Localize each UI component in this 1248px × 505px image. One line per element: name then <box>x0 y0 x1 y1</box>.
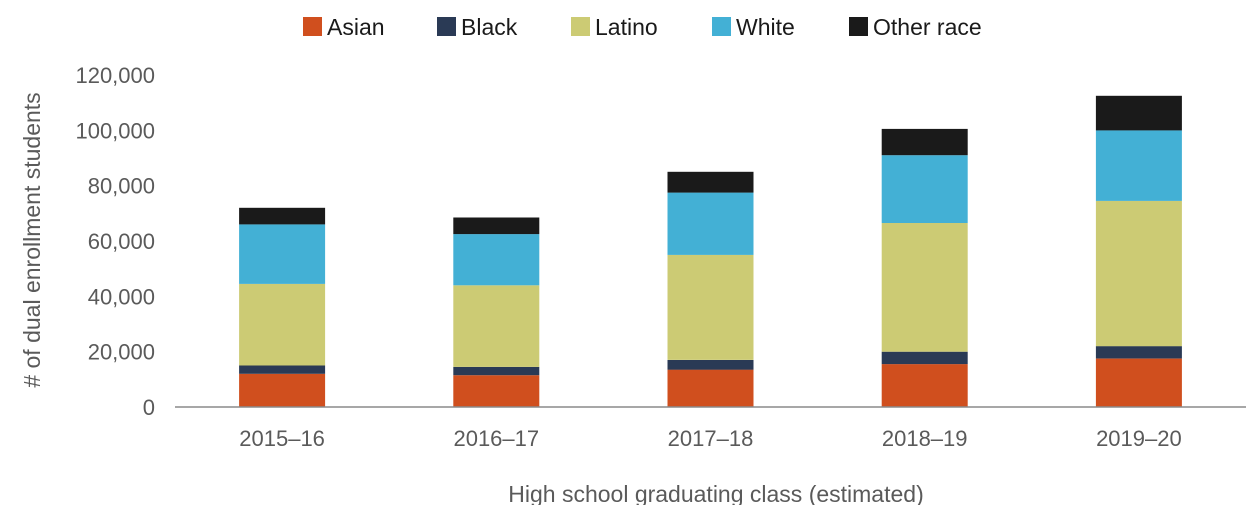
bar-segment-black-1 <box>453 366 540 376</box>
bar-segment-white-3 <box>881 155 968 223</box>
legend-item-asian: Asian <box>303 14 385 40</box>
bar-segment-asian-2 <box>667 369 754 407</box>
bar-segment-other-race-3 <box>881 128 968 156</box>
legend-swatch <box>303 17 322 36</box>
legend: Asian Black Latino White Other race <box>303 14 982 40</box>
x-tick-label: 2019–20 <box>1096 426 1182 451</box>
bar-segment-asian-1 <box>453 375 540 407</box>
legend-label: Latino <box>595 14 658 40</box>
bar-segment-white-2 <box>667 192 754 255</box>
y-tick-label: 0 <box>143 395 155 420</box>
bar-segment-latino-3 <box>881 223 968 352</box>
x-axis-title: High school graduating class (estimated) <box>508 481 923 505</box>
y-tick-label: 20,000 <box>88 340 155 365</box>
legend-item-other-race: Other race <box>849 14 982 40</box>
y-axis-title: # of dual enrollment students <box>19 92 45 387</box>
legend-item-white: White <box>712 14 795 40</box>
legend-swatch <box>712 17 731 36</box>
y-tick-label: 80,000 <box>88 174 155 199</box>
bar-segment-black-4 <box>1095 346 1182 359</box>
bar-segment-black-2 <box>667 360 754 370</box>
bar-segment-other-race-1 <box>453 217 540 235</box>
y-axis: 0 20,000 40,000 60,000 80,000 100,000 120,000 <box>75 63 155 420</box>
y-tick-label: 100,000 <box>75 118 155 143</box>
bar-segment-asian-0 <box>239 373 326 407</box>
legend-item-black: Black <box>437 14 518 40</box>
x-tick-label: 2017–18 <box>668 426 754 451</box>
legend-swatch <box>849 17 868 36</box>
x-tick-label: 2016–17 <box>453 426 539 451</box>
bar-segment-other-race-4 <box>1095 95 1182 131</box>
bar-segment-black-3 <box>881 351 968 365</box>
bar-segment-black-0 <box>239 365 326 374</box>
legend-label: Asian <box>327 14 385 40</box>
legend-item-latino: Latino <box>571 14 658 40</box>
bars <box>239 95 1182 407</box>
bar-segment-other-race-2 <box>667 171 754 193</box>
bar-segment-latino-4 <box>1095 200 1182 347</box>
bar-segment-asian-4 <box>1095 358 1182 407</box>
bar-segment-white-1 <box>453 234 540 286</box>
bar-segment-white-4 <box>1095 130 1182 201</box>
y-tick-label: 40,000 <box>88 284 155 309</box>
bar-segment-latino-0 <box>239 283 326 366</box>
y-tick-label: 60,000 <box>88 229 155 254</box>
y-tick-label: 120,000 <box>75 63 155 88</box>
legend-label: Black <box>461 14 518 40</box>
legend-label: Other race <box>873 14 982 40</box>
bar-segment-white-0 <box>239 224 326 284</box>
bar-segment-latino-2 <box>667 254 754 360</box>
x-tick-label: 2018–19 <box>882 426 968 451</box>
legend-swatch <box>437 17 456 36</box>
bar-segment-asian-3 <box>881 364 968 407</box>
legend-label: White <box>736 14 795 40</box>
bar-segment-other-race-0 <box>239 207 326 225</box>
bar-segment-latino-1 <box>453 285 540 367</box>
legend-swatch <box>571 17 590 36</box>
x-tick-label: 2015–16 <box>239 426 325 451</box>
x-axis: 2015–16 2016–17 2017–18 2018–19 2019–20 <box>175 406 1246 451</box>
